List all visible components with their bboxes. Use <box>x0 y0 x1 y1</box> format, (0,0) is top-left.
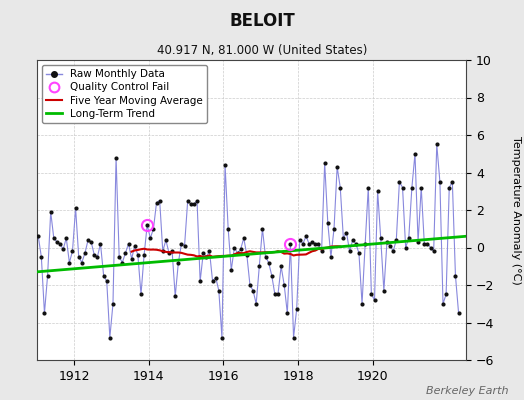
Text: Berkeley Earth: Berkeley Earth <box>426 386 508 396</box>
Legend: Raw Monthly Data, Quality Control Fail, Five Year Moving Average, Long-Term Tren: Raw Monthly Data, Quality Control Fail, … <box>42 65 207 123</box>
Text: BELOIT: BELOIT <box>229 12 295 30</box>
Y-axis label: Temperature Anomaly (°C): Temperature Anomaly (°C) <box>511 136 521 284</box>
Text: 40.917 N, 81.000 W (United States): 40.917 N, 81.000 W (United States) <box>157 44 367 57</box>
